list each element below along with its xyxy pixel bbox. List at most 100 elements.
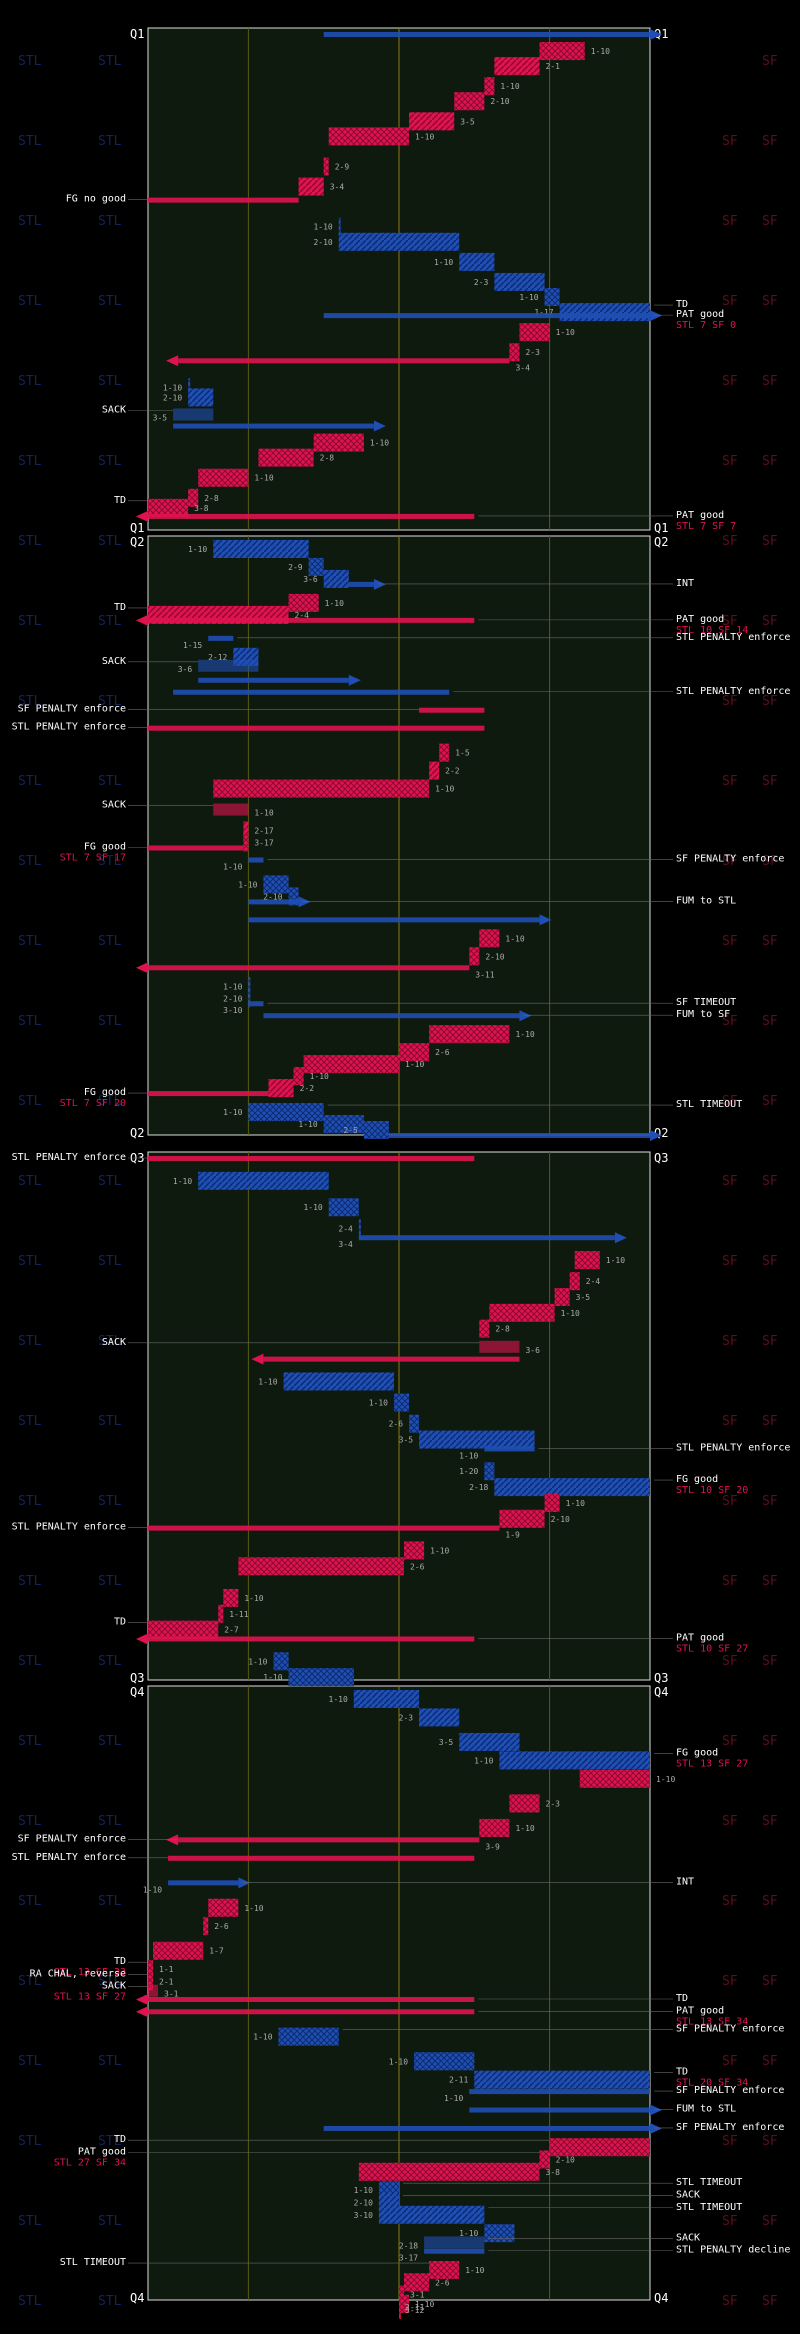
play-result-label: FG no good <box>66 194 126 205</box>
play-bar <box>479 1818 510 1837</box>
play-bar <box>148 1620 219 1639</box>
quarter-label-bottom: Q2 <box>130 1126 144 1140</box>
score-label: STL 7 SF 7 <box>676 521 736 532</box>
bg-label-right: SF <box>762 54 778 69</box>
down-distance-label: 2-10 <box>313 238 332 247</box>
play-bar <box>293 1067 304 1086</box>
quarter-label-bottom: Q4 <box>130 2291 144 2305</box>
play-bar <box>148 845 244 851</box>
play-arrowhead <box>539 914 552 926</box>
down-distance-label: 1-10 <box>405 1060 424 1069</box>
down-distance-label: 2-10 <box>490 97 509 106</box>
play-result-label: STL PENALTY decline <box>676 2245 790 2256</box>
bg-label-left: STL <box>18 1814 42 1829</box>
play-bar <box>539 2150 550 2169</box>
down-distance-label: 2-4 <box>295 611 310 620</box>
play-arrowhead <box>251 1353 264 1365</box>
bg-label-right: SF <box>762 1814 778 1829</box>
down-distance-label: 1-10 <box>505 934 524 943</box>
down-distance-label: 1-10 <box>444 2094 463 2103</box>
quarter-label-bottom: Q1 <box>130 521 144 535</box>
bg-label-right: SF <box>722 1174 738 1189</box>
down-distance-label: 1-10 <box>430 1546 449 1555</box>
play-bar <box>419 1708 460 1727</box>
down-distance-label: 1-10 <box>519 293 538 302</box>
bg-label-right: SF <box>762 2054 778 2069</box>
play-arrowhead <box>136 510 148 522</box>
play-result-label: SF PENALTY enforce <box>676 2122 784 2133</box>
play-bar <box>173 408 214 421</box>
bg-label-right: SF <box>762 854 778 869</box>
play-result-label: SACK <box>102 405 126 416</box>
play-bar <box>263 1013 520 1019</box>
play-bar <box>323 313 650 319</box>
play-result-label: STL TIMEOUT <box>676 2202 742 2213</box>
play-bar <box>469 947 480 966</box>
play-bar <box>273 1652 289 1671</box>
down-distance-label: 1-10 <box>244 1904 263 1913</box>
down-distance-label: 1-10 <box>500 82 519 91</box>
play-arrowhead <box>650 1130 662 1142</box>
down-distance-label: 3-17 <box>254 839 273 848</box>
play-result-label: PAT good <box>78 2147 126 2158</box>
play-bar <box>409 112 455 131</box>
down-distance-label: 1-10 <box>606 1256 625 1265</box>
bg-label-right: SF <box>722 214 738 229</box>
bg-label-left: STL <box>18 854 42 869</box>
play-arrowhead <box>348 674 361 686</box>
bg-label-right: SF <box>762 2134 778 2149</box>
score-label: STL 27 SF 34 <box>54 2158 126 2169</box>
down-distance-label: 2-18 <box>399 2241 418 2250</box>
play-bar <box>519 323 550 342</box>
play-bar <box>469 2089 650 2095</box>
play-bar <box>213 540 309 558</box>
down-distance-label: 2-6 <box>214 1922 229 1931</box>
play-bar <box>243 833 249 852</box>
play-bar <box>509 1794 540 1813</box>
bg-label-right: SF <box>722 1334 738 1349</box>
play-arrowhead <box>650 2104 662 2116</box>
play-arrowhead <box>166 1834 179 1846</box>
play-bar <box>248 857 264 863</box>
play-bar <box>489 1303 555 1322</box>
score-label: STL 13 SF 34 <box>676 2016 748 2027</box>
play-bar <box>148 2009 475 2015</box>
play-bar <box>148 1972 154 1991</box>
bg-label-right: SF <box>722 2134 738 2149</box>
bg-label-right: SF <box>762 1494 778 1509</box>
down-distance-label: 1-15 <box>183 641 202 650</box>
play-result-label: INT <box>676 1876 694 1887</box>
down-distance-label: 1-10 <box>434 258 453 267</box>
play-arrowhead <box>373 420 386 432</box>
bg-label-right: SF <box>722 454 738 469</box>
play-bar <box>288 887 299 906</box>
play-bar <box>288 1668 354 1687</box>
down-distance-label: 1-11 <box>229 1610 248 1619</box>
play-bar <box>148 965 470 971</box>
score-label: STL 10 SF 27 <box>676 1643 748 1654</box>
play-bar <box>494 1478 650 1497</box>
down-distance-label: 1-17 <box>534 308 553 317</box>
play-bar <box>499 1751 650 1770</box>
down-distance-label: 1-9 <box>505 1531 520 1540</box>
play-arrowhead <box>650 2122 662 2134</box>
play-result-label: INT <box>676 578 694 589</box>
play-bar <box>404 1541 425 1560</box>
play-bar <box>248 989 251 1008</box>
bg-label-right: SF <box>762 614 778 629</box>
play-result-label: FG good <box>676 1747 718 1758</box>
down-distance-label: 2-8 <box>495 1325 510 1334</box>
down-distance-label: 3-10 <box>354 2211 373 2220</box>
bg-label-right: SF <box>762 1094 778 1109</box>
bg-label-right: SF <box>722 294 738 309</box>
down-distance-label: 2-11 <box>449 2076 468 2085</box>
play-arrowhead <box>650 310 662 322</box>
down-distance-label: 2-8 <box>320 454 335 463</box>
bg-label-left: STL <box>18 1734 42 1749</box>
bg-label-right: SF <box>762 1334 778 1349</box>
bg-label-left: STL <box>18 294 42 309</box>
score-label: STL 7 SF 17 <box>60 852 126 863</box>
score-label: STL 7 SF 20 <box>60 1098 126 1109</box>
play-result-label: SF PENALTY enforce <box>676 2024 784 2035</box>
play-result-label: STL TIMEOUT <box>676 1099 742 1110</box>
